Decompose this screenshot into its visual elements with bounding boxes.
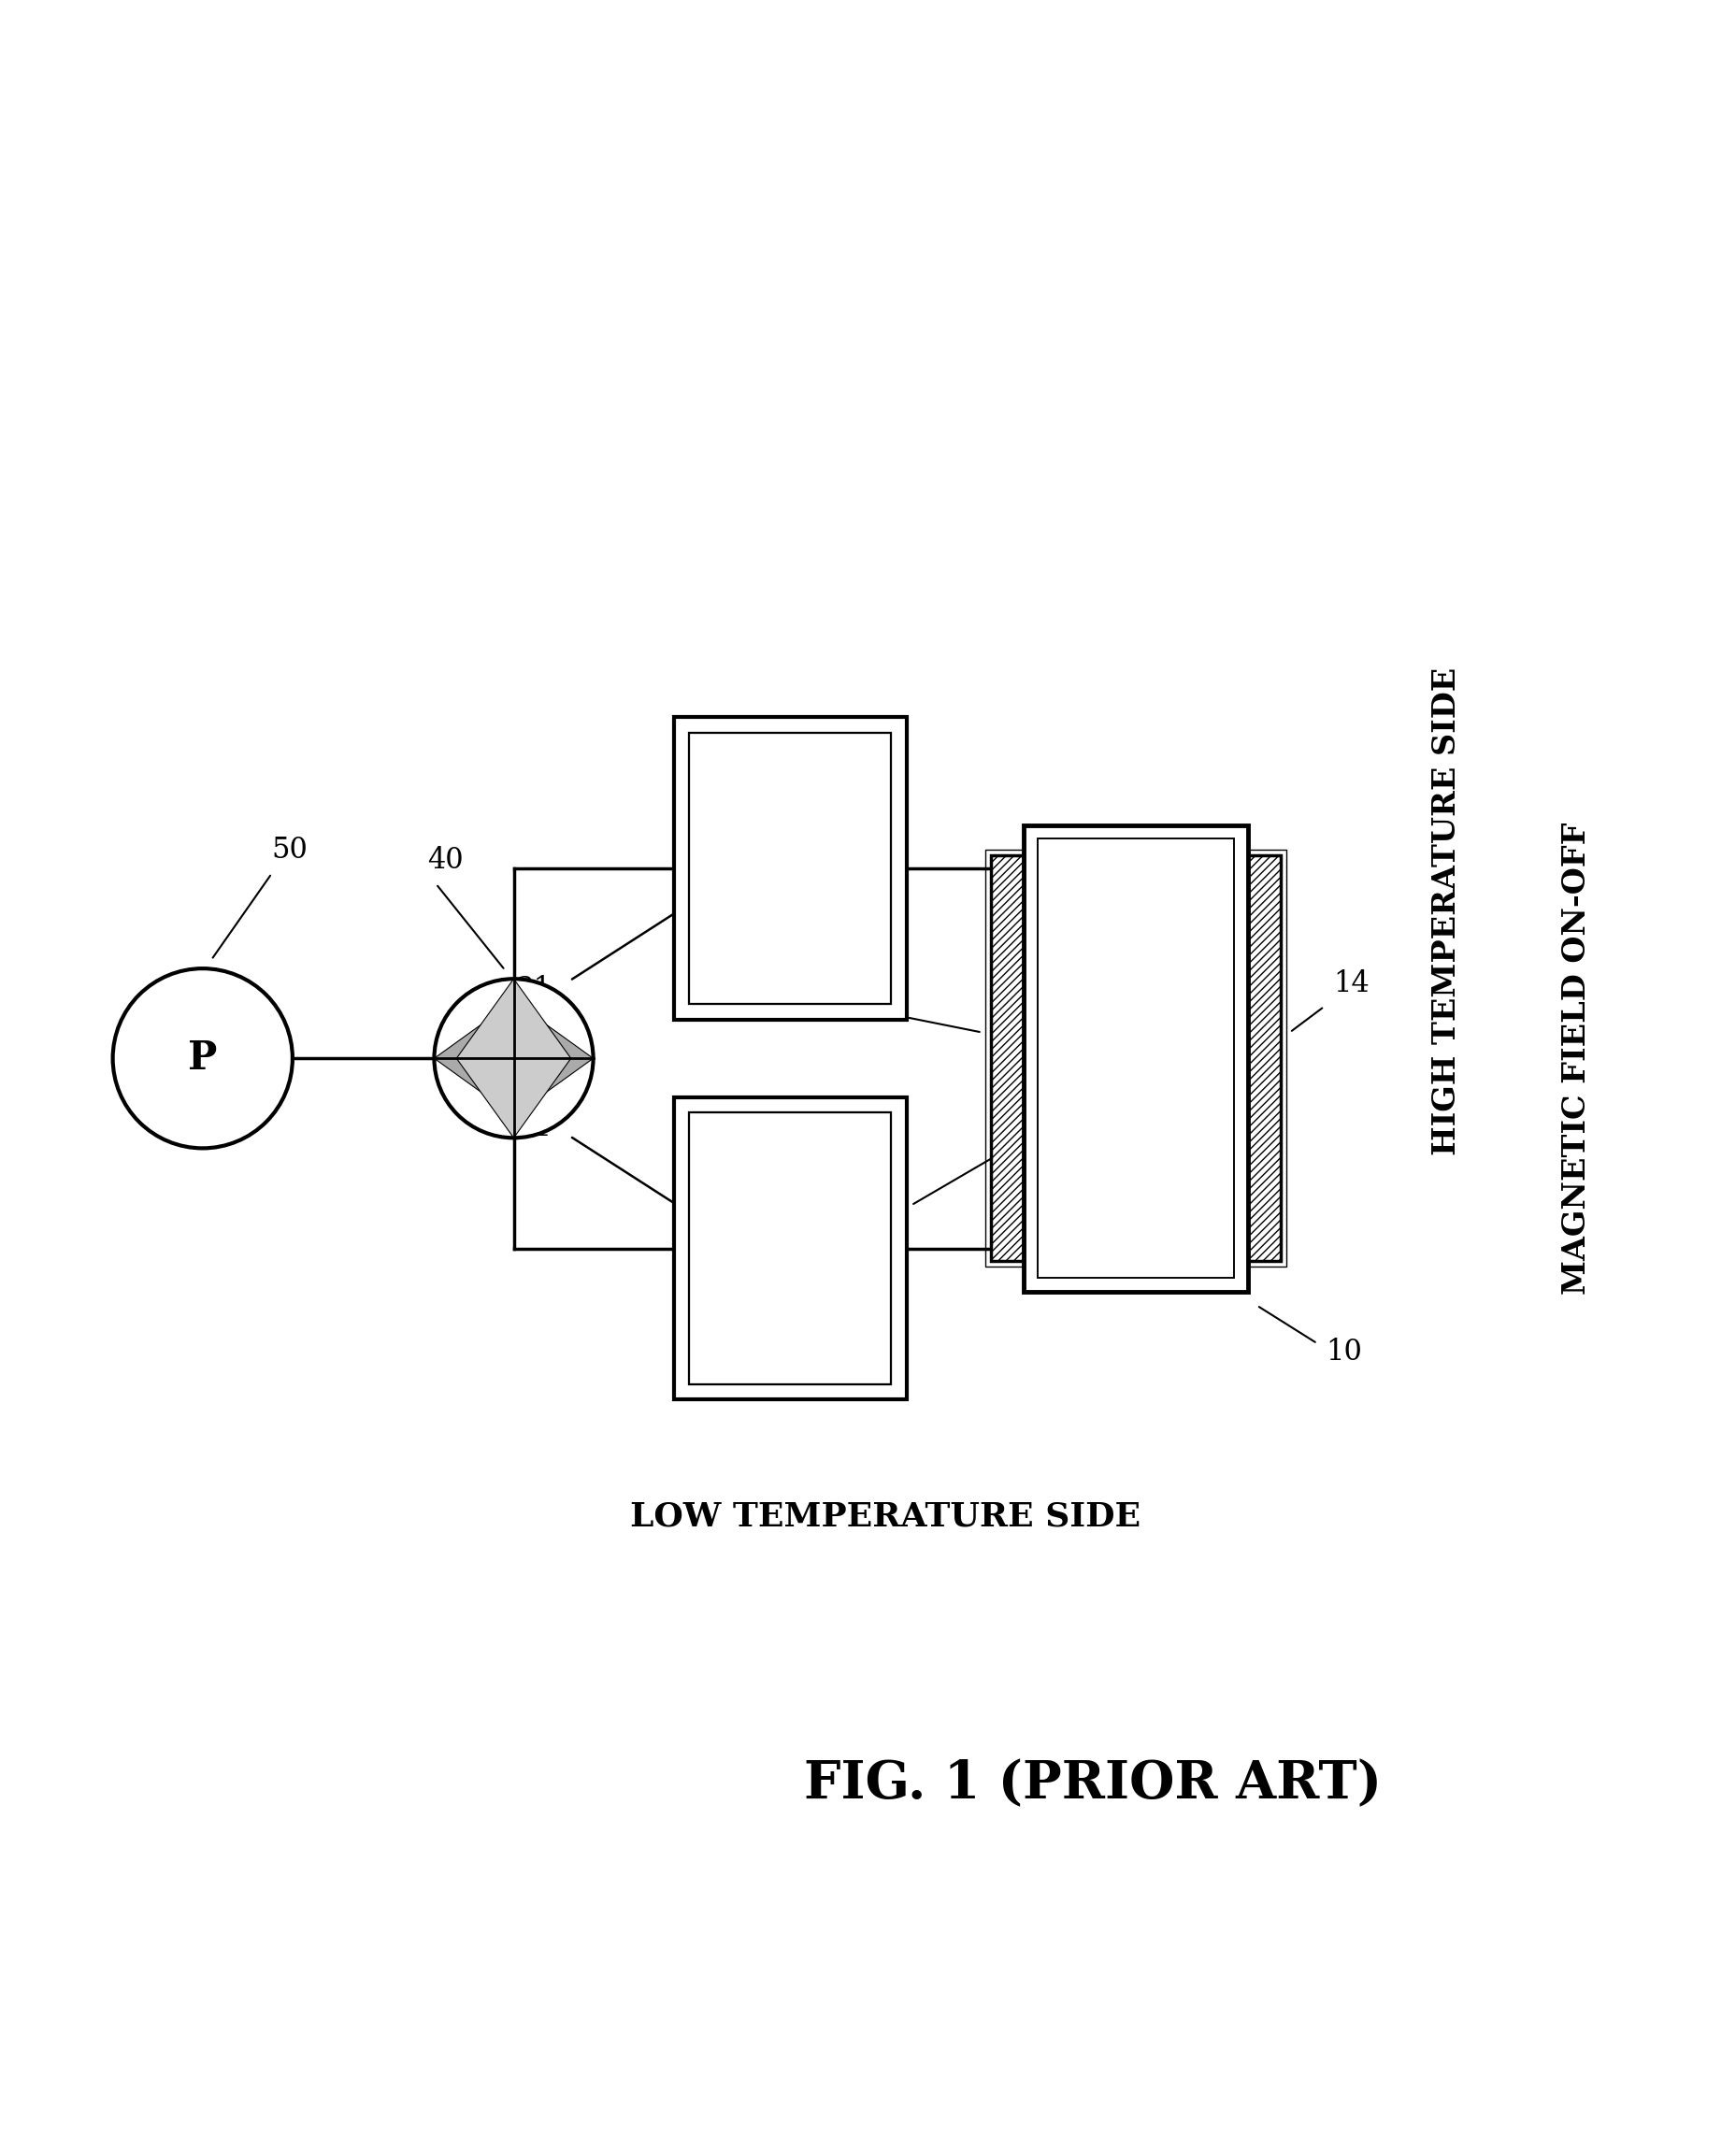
Polygon shape: [457, 980, 571, 1058]
Bar: [991, 856, 1062, 1261]
Circle shape: [113, 969, 292, 1148]
Text: MAGNETIC FIELD ON-OFF: MAGNETIC FIELD ON-OFF: [1561, 822, 1592, 1295]
Text: 12: 12: [866, 1199, 903, 1229]
Text: 14: 14: [1333, 969, 1370, 999]
Bar: [674, 1097, 906, 1400]
Text: P: P: [187, 1039, 217, 1078]
Text: FIG. 1 (PRIOR ART): FIG. 1 (PRIOR ART): [804, 1758, 1382, 1810]
Bar: [674, 717, 906, 1020]
Polygon shape: [434, 1001, 514, 1116]
Circle shape: [434, 980, 594, 1137]
Bar: [1024, 826, 1248, 1291]
Text: LOW TEMPERATURE SIDE: LOW TEMPERATURE SIDE: [630, 1500, 1141, 1532]
Bar: [1208, 856, 1281, 1261]
Text: 21: 21: [516, 1114, 552, 1142]
Bar: [689, 732, 891, 1003]
Bar: [1203, 849, 1286, 1268]
Bar: [1038, 839, 1234, 1278]
Polygon shape: [514, 1001, 594, 1116]
Polygon shape: [457, 1058, 571, 1137]
Text: HIGH TEMPERATURE SIDE: HIGH TEMPERATURE SIDE: [1432, 668, 1462, 1157]
Text: 40: 40: [427, 847, 464, 875]
Bar: [986, 849, 1068, 1268]
Text: 10: 10: [1326, 1338, 1363, 1366]
Text: 31: 31: [516, 975, 552, 1003]
Bar: [689, 1112, 891, 1385]
Text: 14: 14: [851, 982, 887, 1009]
Text: 50: 50: [273, 837, 307, 864]
